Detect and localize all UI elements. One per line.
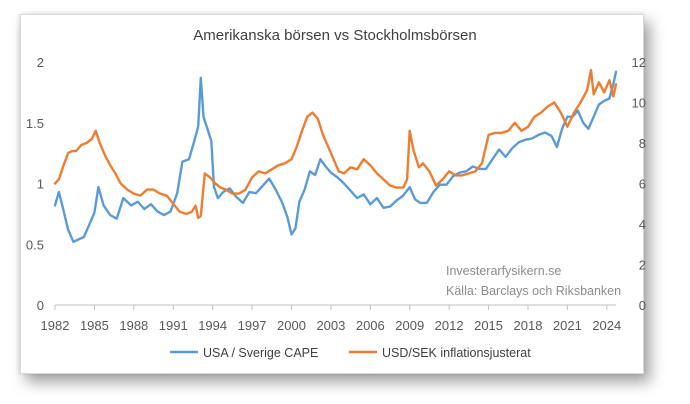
x-tick-label: 2009	[395, 318, 424, 333]
x-tick-label: 2021	[553, 318, 582, 333]
x-tick-label: 1985	[80, 318, 109, 333]
x-tick-label: 2015	[474, 318, 503, 333]
chart-card	[20, 14, 644, 374]
x-tick-label: 2024	[592, 318, 621, 333]
right-y-tick-label: 0	[639, 298, 646, 313]
series-layer	[53, 68, 618, 243]
legend: USA / Sverige CAPE USD/SEK inflationsjust…	[170, 346, 531, 360]
series-line-1	[53, 70, 618, 243]
x-tick-label: 1991	[159, 318, 188, 333]
series-line-2	[53, 68, 618, 220]
x-tick-label: 1988	[119, 318, 148, 333]
left-y-tick-label: 0.5	[26, 237, 44, 252]
x-tick-label: 2000	[277, 318, 306, 333]
x-axis: 1982 1985 1988 1991 1994 1997 2000 2003 2006 2009…	[41, 304, 621, 333]
left-y-tick-label: 1.5	[26, 116, 44, 131]
right-y-tick-label: 2	[639, 258, 646, 273]
legend-label: USD/SEK inflationsjusterat	[382, 346, 531, 360]
left-y-tick-label: 2	[37, 55, 44, 70]
chart-title: Amerikanska börsen vs Stockholmsbörsen	[193, 27, 476, 44]
x-tick-label: 1997	[238, 318, 267, 333]
x-tick-label: 2006	[356, 318, 385, 333]
watermark-text: Investerarfysikern.se	[446, 264, 561, 278]
right-y-tick-label: 12	[632, 55, 646, 70]
left-y-axis-ticks: 0 0.5 1 1.5 2	[26, 55, 44, 313]
x-tick-label: 2012	[435, 318, 464, 333]
x-tick-label: 2003	[316, 318, 345, 333]
x-tick-label: 1982	[41, 318, 70, 333]
right-y-tick-label: 4	[639, 217, 646, 232]
right-y-tick-label: 8	[639, 136, 646, 151]
source-text: Källa: Barclays och Riksbanken	[446, 284, 621, 298]
x-tick-label: 1994	[198, 318, 227, 333]
legend-label: USA / Sverige CAPE	[203, 346, 318, 360]
right-y-tick-label: 10	[632, 96, 646, 111]
x-tick-label: 2018	[514, 318, 543, 333]
left-y-tick-label: 0	[37, 298, 44, 313]
right-y-axis-ticks: 0 2 4 6 8 10 12	[632, 55, 646, 313]
left-y-tick-label: 1	[37, 177, 44, 192]
right-y-tick-label: 6	[639, 177, 646, 192]
